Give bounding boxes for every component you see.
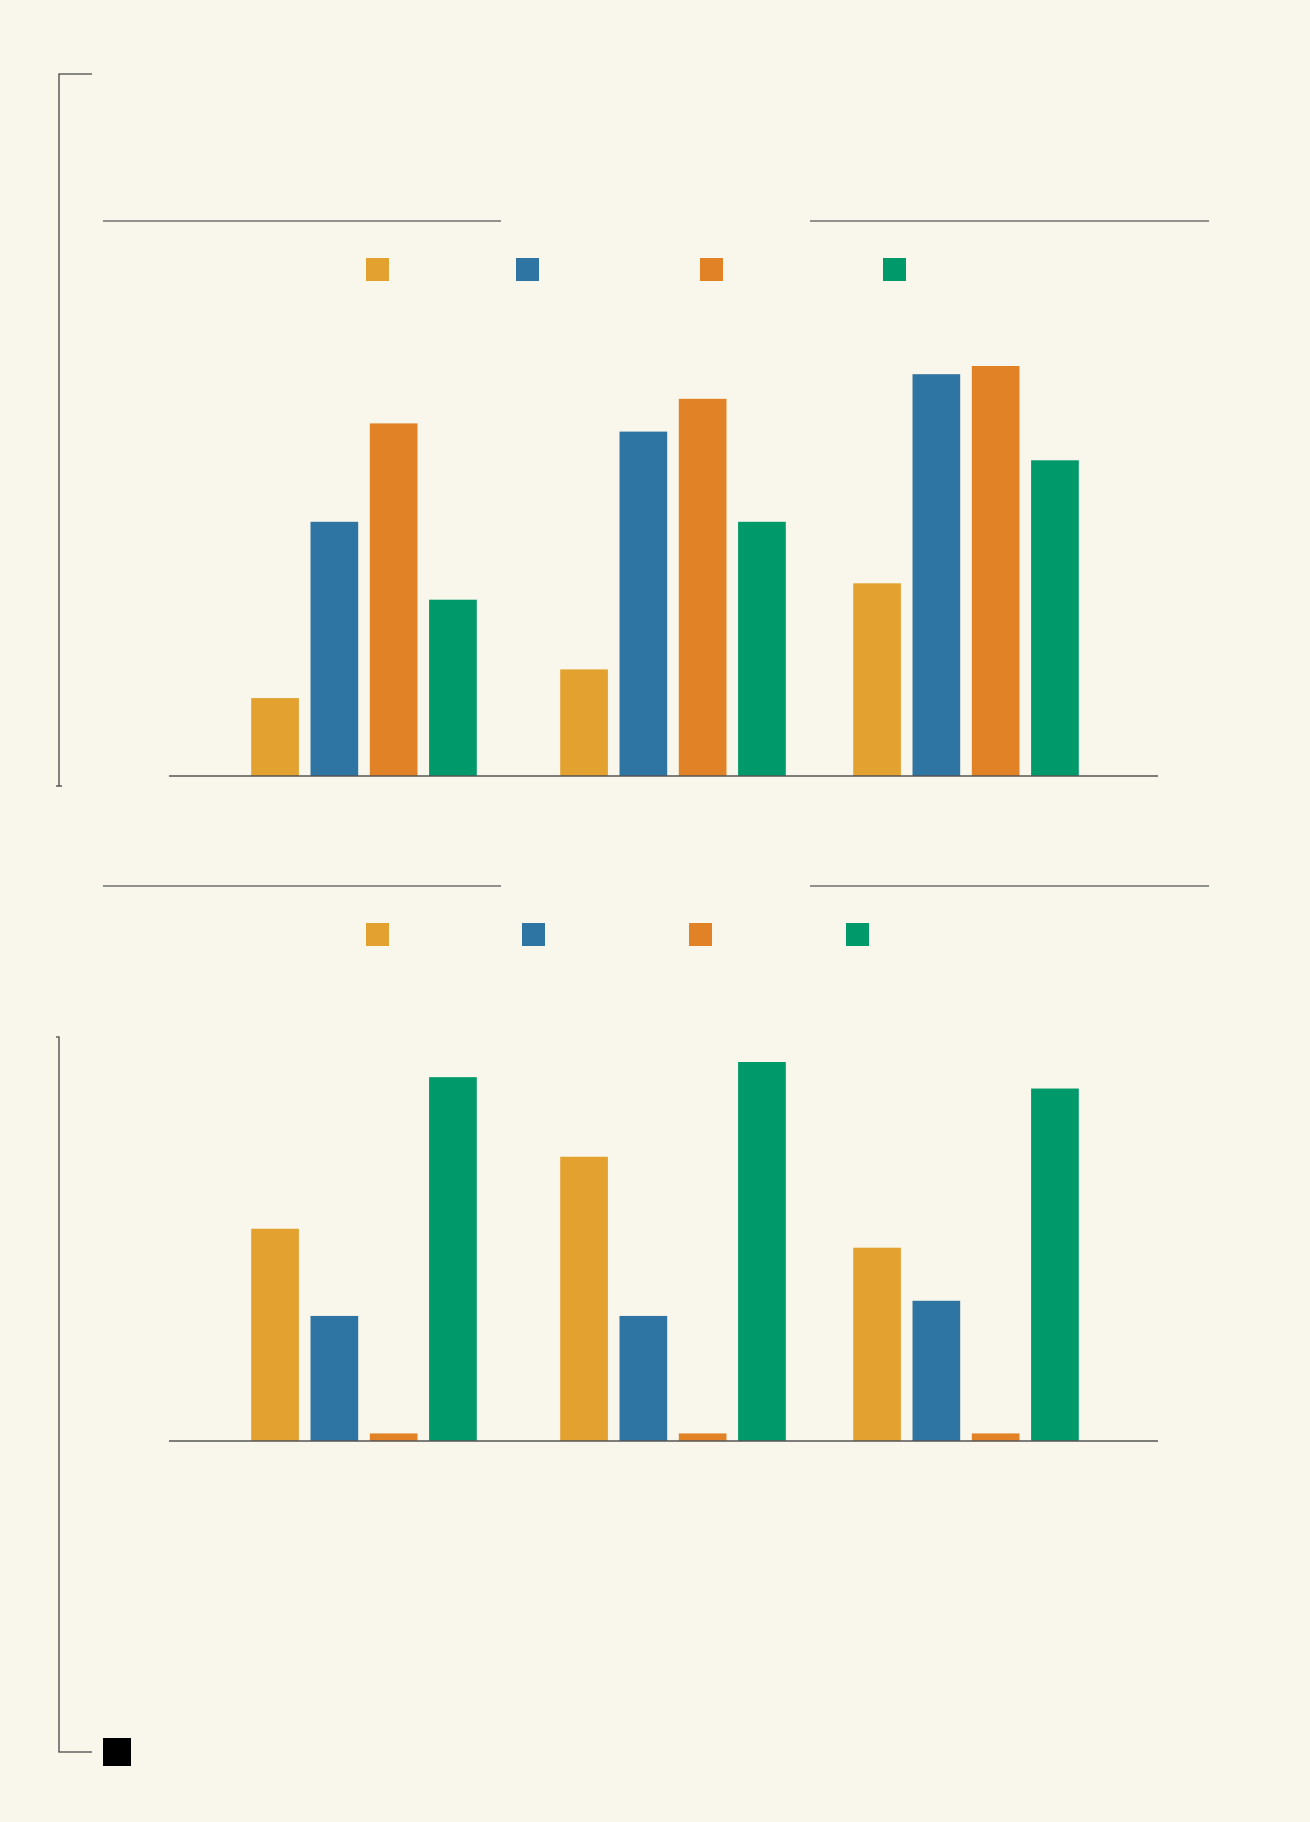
bar bbox=[853, 583, 901, 776]
bar bbox=[619, 1315, 668, 1441]
bar bbox=[560, 669, 608, 776]
bar bbox=[251, 1228, 299, 1441]
bar bbox=[971, 1433, 1020, 1441]
bar bbox=[310, 1315, 359, 1441]
legend-swatch bbox=[846, 923, 869, 946]
bar bbox=[369, 423, 418, 776]
frame-bracket bbox=[56, 1036, 92, 1753]
bar bbox=[912, 374, 961, 776]
legend-swatch bbox=[366, 923, 389, 946]
legend-swatch bbox=[883, 258, 906, 281]
frame bbox=[56, 73, 92, 1753]
bar bbox=[738, 521, 786, 776]
bar bbox=[853, 1247, 901, 1441]
bar bbox=[1031, 1088, 1079, 1441]
legend-swatch bbox=[689, 923, 712, 946]
corner-square bbox=[103, 1738, 131, 1766]
legend-swatch bbox=[522, 923, 545, 946]
bar bbox=[251, 698, 299, 776]
legend-swatch bbox=[366, 258, 389, 281]
legend-swatch bbox=[700, 258, 723, 281]
bar bbox=[678, 1433, 727, 1441]
bar bbox=[369, 1433, 418, 1441]
bar bbox=[971, 366, 1020, 776]
bar bbox=[429, 599, 477, 776]
frame-bracket bbox=[58, 73, 92, 786]
bar bbox=[429, 1077, 477, 1441]
bar bbox=[912, 1300, 961, 1441]
bar bbox=[619, 431, 668, 776]
bar bbox=[738, 1062, 786, 1441]
bar bbox=[1031, 460, 1079, 776]
bar bbox=[678, 398, 727, 776]
bar bbox=[560, 1156, 608, 1441]
bar bbox=[310, 521, 359, 776]
legend-swatch bbox=[516, 258, 539, 281]
